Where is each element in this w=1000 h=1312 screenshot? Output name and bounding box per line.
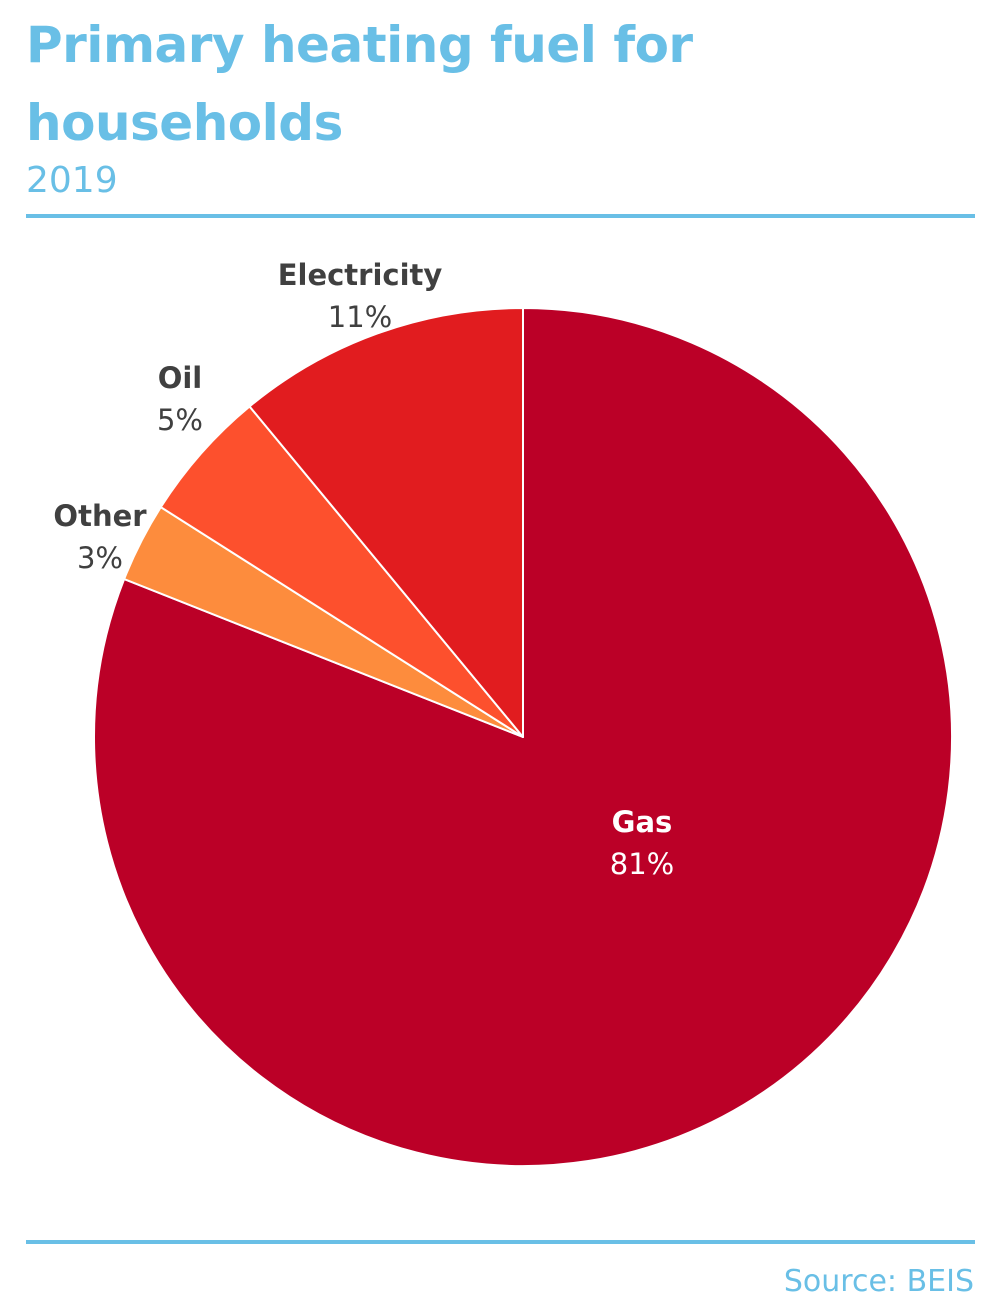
chart-subtitle: 2019 [26, 160, 118, 201]
slice-label-oil: Oil [158, 361, 203, 395]
chart-title: Primary heating fuel for households [26, 16, 693, 152]
header-divider [26, 214, 975, 218]
slice-value-other: 3% [77, 541, 123, 575]
source-note: Source: BEIS [783, 1264, 974, 1299]
slice-label-electricity: Electricity [278, 258, 443, 292]
slice-value-electricity: 11% [328, 300, 392, 334]
slice-label-other: Other [53, 499, 147, 533]
pie-slice-electricity [248, 307, 524, 738]
slice-value-oil: 5% [157, 403, 203, 437]
footer-divider [26, 1240, 975, 1244]
slice-value-gas: 81% [610, 847, 674, 881]
slice-label-gas: Gas [612, 805, 673, 839]
